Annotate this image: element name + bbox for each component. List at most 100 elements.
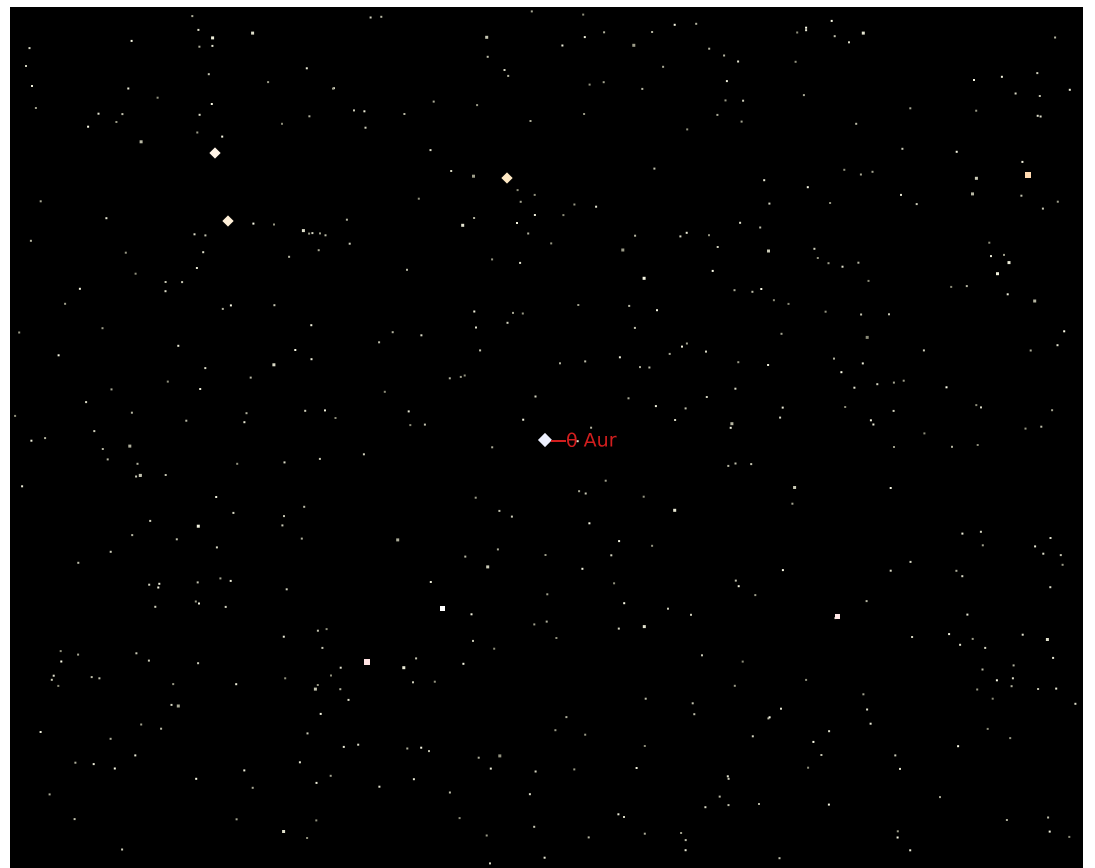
star: [939, 796, 941, 799]
star: [955, 569, 958, 572]
star: [194, 600, 197, 603]
star: [871, 170, 874, 173]
star: [198, 113, 201, 116]
star: [716, 113, 719, 116]
star: [1074, 702, 1077, 705]
star: [1040, 425, 1043, 428]
star: [584, 733, 587, 736]
star: [507, 74, 510, 77]
star: [595, 205, 598, 208]
star: [961, 575, 964, 578]
star: [313, 687, 317, 691]
star: [59, 650, 62, 653]
star: [485, 35, 489, 39]
star: [101, 448, 104, 450]
star: [319, 232, 321, 235]
star: [708, 234, 710, 237]
star: [758, 803, 760, 805]
star: [196, 581, 199, 584]
star: [742, 99, 745, 102]
star: [948, 633, 951, 636]
star: [300, 537, 303, 540]
star: [889, 569, 892, 572]
star: [805, 26, 808, 29]
star: [1059, 554, 1062, 557]
star: [909, 107, 912, 110]
star: [855, 122, 858, 125]
star: [533, 825, 536, 828]
star: [140, 723, 143, 726]
star: [50, 678, 53, 681]
star: [725, 80, 728, 83]
star: [981, 544, 984, 547]
star: [131, 534, 134, 537]
star: [229, 579, 232, 582]
star: [415, 657, 418, 660]
star: [604, 479, 607, 482]
star: [221, 135, 224, 138]
star: [101, 327, 104, 330]
star: [763, 179, 766, 182]
star: [60, 660, 63, 663]
star: [996, 272, 999, 276]
star: [1036, 72, 1039, 75]
star: [737, 60, 740, 63]
star: [267, 81, 270, 84]
star: [475, 326, 477, 329]
star: [423, 423, 426, 426]
star: [249, 376, 252, 379]
star: [679, 235, 682, 238]
star: [754, 594, 757, 597]
star: [617, 813, 620, 816]
star: [1048, 830, 1051, 833]
star: [496, 548, 499, 551]
star: [730, 422, 734, 426]
star: [429, 149, 432, 152]
star: [922, 349, 925, 352]
star: [796, 31, 799, 34]
star: [951, 445, 953, 448]
star: [583, 36, 586, 39]
star: [177, 344, 180, 347]
star: [134, 272, 137, 275]
star: [195, 777, 198, 780]
star: [892, 381, 895, 384]
star: [727, 777, 730, 780]
star: [833, 357, 835, 360]
star: [806, 186, 809, 189]
star: [207, 73, 210, 76]
star: [772, 299, 775, 302]
star: [641, 87, 644, 90]
star: [383, 390, 386, 393]
target[interactable]: θ Aur: [537, 430, 617, 452]
star: [741, 660, 744, 663]
star: [516, 222, 518, 224]
star: [77, 653, 80, 656]
star: [347, 698, 350, 701]
star: [911, 636, 914, 638]
star: [154, 605, 157, 608]
star: [301, 229, 305, 233]
star: [139, 140, 143, 144]
star: [311, 232, 314, 235]
star: [251, 786, 254, 789]
star: [899, 767, 901, 770]
star: [533, 193, 536, 196]
star: [859, 173, 862, 176]
star: [778, 857, 781, 860]
star: [235, 683, 238, 686]
star: [1011, 677, 1014, 680]
star: [134, 754, 137, 757]
star: [751, 290, 754, 293]
star: [110, 388, 113, 391]
star: [396, 538, 400, 542]
star: [975, 109, 978, 112]
star: [690, 613, 692, 616]
star: [147, 659, 150, 662]
star: [432, 100, 435, 103]
star: [857, 261, 860, 264]
star: [406, 268, 408, 271]
star: [283, 461, 286, 464]
target-star[interactable]: [537, 432, 553, 448]
star: [980, 406, 982, 409]
